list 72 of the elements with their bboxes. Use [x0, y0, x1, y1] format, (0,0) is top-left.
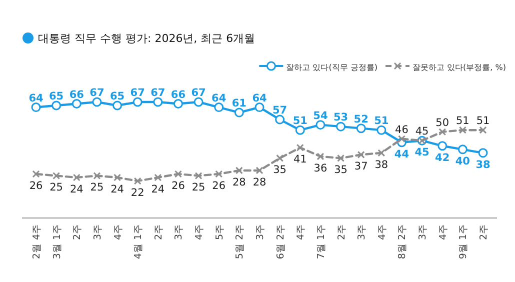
chart-title: 대통령 직무 수행 평가: 2026년, 최근 6개월 — [38, 32, 256, 45]
data-label: 24 — [151, 183, 165, 196]
x-tick-label: 3주 — [174, 224, 185, 240]
x-tick-label: 4주 — [112, 224, 124, 240]
data-label: 64 — [212, 92, 226, 104]
data-label: 64 — [28, 92, 44, 104]
data-label: 24 — [70, 183, 84, 196]
x-tick-label: 2주 — [153, 224, 164, 240]
data-label: 52 — [354, 113, 368, 126]
data-label: 42 — [435, 152, 450, 164]
data-label: 26 — [172, 180, 186, 192]
data-label: 36 — [314, 162, 328, 174]
data-label: 28 — [232, 176, 246, 188]
x-tick-label: 9월 1주 — [458, 224, 470, 260]
data-label: 25 — [50, 182, 64, 194]
data-label: 45 — [415, 126, 429, 138]
x-tick-label: 4주 — [194, 224, 206, 240]
data-label: 67 — [130, 87, 145, 99]
data-label: 40 — [455, 155, 470, 168]
x-tick-label: 3주 — [356, 224, 368, 240]
data-label: 35 — [334, 164, 348, 176]
x-tick-label: 2주 — [336, 224, 348, 240]
data-label: 37 — [354, 160, 368, 173]
data-label: 46 — [395, 124, 409, 136]
legend-label: 잘하고 있다(직무 긍정률) — [286, 63, 378, 72]
data-label: 35 — [273, 164, 287, 176]
x-tick-label: 3주 — [255, 224, 266, 240]
data-label: 26 — [212, 180, 226, 192]
data-label: 67 — [150, 87, 166, 99]
data-label: 54 — [313, 110, 328, 122]
data-label: 41 — [293, 154, 307, 166]
data-label: 65 — [49, 90, 64, 103]
x-tick-label: 4주 — [376, 224, 388, 240]
data-label: 66 — [69, 88, 84, 101]
data-label: 25 — [90, 182, 104, 194]
x-tick-label: 5주 — [214, 224, 226, 240]
x-tick-label: 4월 1주 — [133, 224, 144, 260]
data-label: 44 — [394, 148, 410, 160]
data-label: 57 — [272, 104, 288, 117]
data-label: 51 — [374, 115, 389, 128]
x-tick-label: 4주 — [296, 224, 307, 240]
x-tick-label: 4주 — [438, 224, 449, 240]
data-label: 50 — [436, 116, 450, 129]
data-label: 66 — [170, 88, 186, 101]
data-label: 45 — [414, 146, 430, 159]
x-tick-label: 2주 — [72, 224, 84, 240]
x-tick-label: 7월 1주 — [316, 224, 327, 260]
x-tick-label: 5월 2주 — [234, 224, 246, 260]
x-tick-label: 3월 1주 — [52, 224, 63, 260]
x-tick-label: 8월 2주 — [397, 224, 408, 260]
data-label: 28 — [252, 176, 266, 188]
x-tick-label: 3주 — [418, 224, 429, 240]
data-label: 51 — [476, 115, 490, 128]
data-label: 61 — [232, 98, 246, 110]
data-label: 38 — [374, 158, 388, 171]
data-label: 67 — [90, 87, 104, 99]
x-tick-label: 3주 — [92, 224, 104, 240]
data-label: 25 — [192, 182, 206, 194]
x-tick-label: 6월 2주 — [275, 224, 286, 260]
x-tick-label: 2월 4주 — [32, 224, 42, 260]
data-label: 22 — [130, 187, 144, 199]
data-label: 51 — [292, 115, 308, 128]
legend-label: 잘못하고 있다(부정률, %) — [412, 63, 506, 72]
data-label: 67 — [191, 87, 206, 99]
data-label: 38 — [476, 158, 490, 171]
data-label: 51 — [456, 115, 470, 128]
data-label: 53 — [333, 112, 348, 124]
data-label: 26 — [29, 180, 43, 192]
data-label: 64 — [252, 92, 267, 104]
data-label: 24 — [110, 183, 124, 196]
data-label: 65 — [110, 90, 125, 103]
x-tick-label: 2주 — [478, 224, 490, 240]
